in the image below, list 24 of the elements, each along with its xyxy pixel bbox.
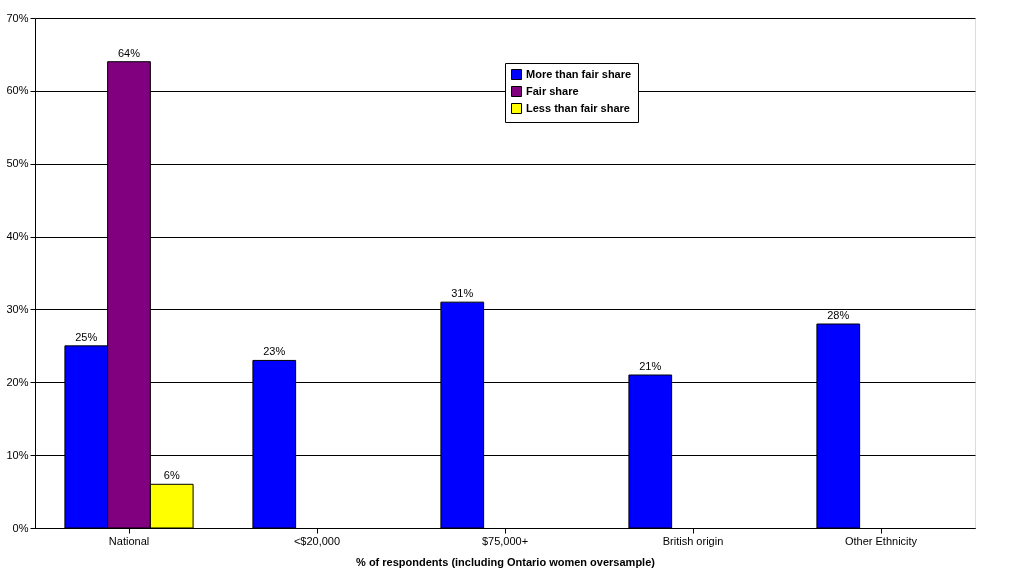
x-tick-label: <$20,000 bbox=[293, 534, 341, 547]
legend-label: Fair share bbox=[526, 84, 579, 97]
legend-label: More than fair share bbox=[526, 67, 632, 80]
data-label: 31% bbox=[451, 287, 474, 300]
data-label: 28% bbox=[827, 309, 850, 321]
y-tick-label: 10% bbox=[6, 448, 29, 461]
data-label: 23% bbox=[263, 345, 286, 358]
legend-label: Less than fair share bbox=[526, 101, 630, 114]
data-label: 21% bbox=[639, 360, 662, 372]
y-tick-label: 30% bbox=[6, 302, 29, 315]
x-axis-title: % of respondents (including Ontario women oversample) bbox=[356, 555, 656, 568]
y-tick-label: 40% bbox=[6, 230, 29, 243]
y-tick-label: 50% bbox=[6, 157, 29, 170]
y-tick-label: 70% bbox=[6, 11, 29, 24]
x-tick-label: $75,000+ bbox=[481, 534, 529, 547]
data-label: 64% bbox=[117, 46, 141, 59]
x-tick-label: National bbox=[108, 534, 150, 547]
data-label: 6% bbox=[163, 469, 180, 482]
y-tick-label: 0% bbox=[12, 521, 29, 534]
x-tick-label: British origin bbox=[662, 534, 724, 547]
y-tick-label: 20% bbox=[6, 375, 29, 388]
y-tick-label: 60% bbox=[6, 84, 29, 97]
x-tick-label: Other Ethnicity bbox=[844, 534, 918, 547]
data-label: 25% bbox=[75, 330, 98, 343]
